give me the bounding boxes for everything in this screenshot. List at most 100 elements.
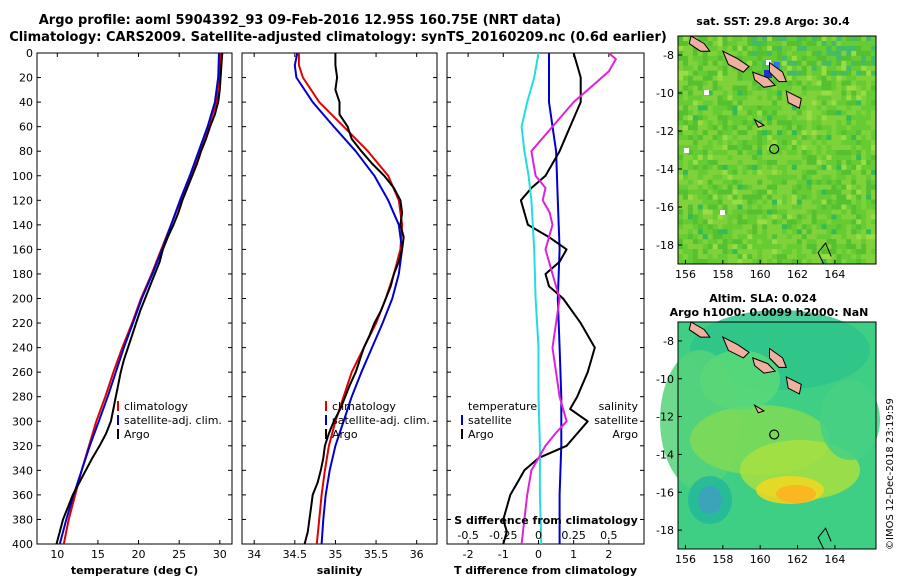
sst-cell [722, 120, 728, 126]
sst-cell [772, 120, 778, 126]
sst-cell [851, 115, 857, 121]
sst-cell [712, 174, 718, 181]
sst-cell [727, 234, 733, 240]
sst-cell [806, 164, 813, 171]
sst-cell [786, 135, 793, 141]
sst-cell [801, 115, 808, 121]
sst-cell [796, 110, 803, 116]
sst-cell [777, 244, 783, 250]
sst-cell [697, 50, 704, 57]
sst-cell [851, 174, 857, 181]
sst-cell [697, 249, 704, 255]
sst-cell [821, 70, 827, 77]
sst-cell [791, 60, 798, 67]
sst-cell [722, 199, 728, 205]
sst-cell [772, 95, 778, 101]
sst-cell [702, 100, 709, 106]
sst-cell [826, 110, 832, 116]
sst-cell [786, 214, 793, 220]
sst-cell [786, 194, 793, 200]
sst-cell [871, 140, 877, 146]
sst-cell [772, 150, 778, 156]
sst-cell [702, 224, 709, 230]
sst-cell [826, 184, 832, 191]
sst-cell [791, 169, 798, 176]
sst-cell [856, 105, 862, 111]
sst-cell [871, 184, 877, 191]
sst-cell [757, 219, 763, 225]
island [688, 321, 711, 338]
sst-cell [757, 179, 763, 186]
sst-cell [682, 199, 689, 205]
sst-cell [861, 55, 867, 62]
sst-cell [791, 50, 798, 57]
sst-cell [811, 100, 817, 106]
sst-speck [704, 90, 709, 95]
s-tick-label: -0.25 [489, 529, 517, 542]
sst-cell [811, 224, 817, 230]
sst-cell [737, 135, 743, 141]
sst-cell [856, 169, 862, 176]
sst-cell [846, 50, 852, 57]
sst-cell [732, 239, 738, 245]
sst-cell [772, 194, 778, 200]
sst-cell [737, 125, 743, 131]
sst-cell [851, 90, 857, 96]
sst-cell [791, 70, 798, 77]
sst-cell [722, 244, 728, 250]
sst-cell [811, 254, 817, 260]
sst-cell [742, 214, 748, 220]
sst-cell [692, 214, 699, 220]
sst-cell [816, 50, 822, 57]
sst-cell [836, 194, 842, 200]
y-tick-label: 220 [12, 317, 33, 330]
sst-cell [727, 85, 733, 91]
heatmap-cells [660, 310, 880, 549]
sst-cell [826, 199, 832, 205]
sst-cell [697, 199, 704, 205]
sst-cell [826, 219, 832, 225]
sst-cell [836, 219, 842, 225]
sst-cell [737, 150, 743, 156]
sst-cell [742, 244, 748, 250]
sst-cell [762, 50, 768, 57]
sst-cell [732, 219, 738, 225]
sst-cell [791, 40, 798, 47]
sst-cell [846, 189, 852, 196]
sst-cell [762, 140, 768, 146]
sst-cell [747, 70, 753, 77]
sst-cell [816, 219, 822, 225]
sst-cell [732, 130, 738, 136]
sst-cell [811, 249, 817, 255]
sst-cell [821, 55, 827, 62]
sst-cell [796, 45, 803, 52]
sst-cell [856, 115, 862, 121]
sst-cell [806, 100, 813, 106]
sst-cell [757, 100, 763, 106]
sst-cell [821, 150, 827, 156]
sst-cell [841, 209, 847, 215]
sst-cell [737, 130, 743, 136]
x-tick-label: 1 [570, 548, 577, 561]
sst-cell [747, 36, 753, 42]
sst-cell [702, 40, 709, 47]
sst-cell [816, 140, 822, 146]
sst-cell [866, 179, 872, 186]
sst-cell [742, 120, 748, 126]
sst-cell [707, 154, 714, 161]
sst-cell [851, 150, 857, 156]
sst-cell [861, 95, 867, 101]
sst-cell [697, 214, 704, 220]
sst-cell [781, 125, 788, 131]
sst-cell [791, 239, 798, 245]
sst-cell [791, 214, 798, 220]
sst-cell [861, 244, 867, 250]
sst-cell [791, 259, 798, 265]
sst-cell [831, 85, 837, 91]
sst-cell [767, 234, 773, 240]
sst-cell [752, 244, 758, 250]
sst-cell [707, 204, 714, 210]
sst-cell [687, 164, 694, 171]
sst-cell [752, 239, 758, 245]
sst-cell [786, 145, 793, 151]
